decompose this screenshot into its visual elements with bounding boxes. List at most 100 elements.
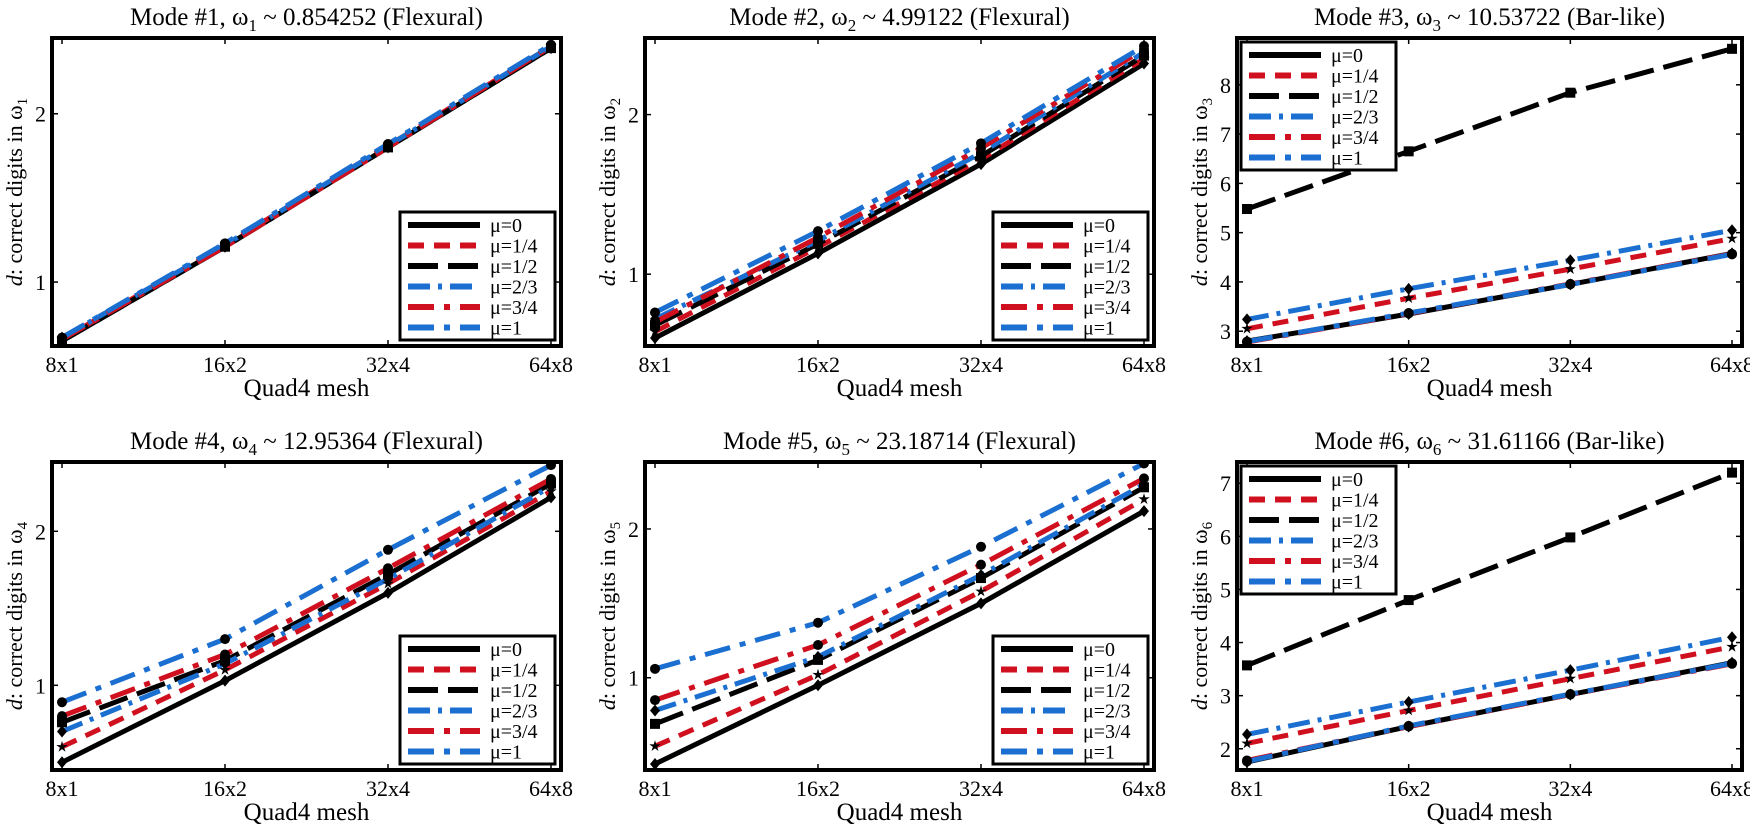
title-text: Mode #6, ω <box>1314 428 1433 455</box>
chart-title: Mode #3, ω3 ~ 10.53722 (Bar-like) <box>1314 4 1665 35</box>
data-point <box>57 332 67 343</box>
chart-title: Mode #1, ω1 ~ 0.854252 (Flexural) <box>130 4 483 35</box>
y-label-text: : correct digits in ω <box>1187 105 1212 275</box>
data-point <box>650 663 660 674</box>
title-text: ~ 23.18714 (Flexural) <box>850 428 1076 455</box>
y-tick-label: 5 <box>1220 221 1231 246</box>
title-text: ~ 31.61166 (Bar-like) <box>1441 428 1664 455</box>
x-tick-label: 16x2 <box>203 776 247 801</box>
x-axis-label: Quad4 mesh <box>837 799 963 826</box>
legend: μ=0μ=1/4μ=1/2μ=2/3μ=3/4μ=1 <box>398 210 557 342</box>
data-point <box>220 634 230 645</box>
data-point <box>383 586 393 599</box>
data-point <box>1727 658 1737 669</box>
series-line <box>653 497 1146 749</box>
legend-label: μ=3/4 <box>1331 127 1379 149</box>
x-axis-label: Quad4 mesh <box>244 799 370 826</box>
series-line <box>61 484 553 734</box>
legend-label: μ=1 <box>1083 742 1115 764</box>
y-tick-label: 2 <box>1220 737 1231 762</box>
data-point <box>220 649 230 660</box>
data-point <box>976 569 986 582</box>
y-label-var: d <box>1187 698 1212 710</box>
data-point <box>976 138 986 149</box>
title-text: Mode #4, ω <box>130 428 249 455</box>
y-axis-label: d: correct digits in ω5 <box>595 522 624 710</box>
title-text: ~ 12.95364 (Flexural) <box>257 428 483 455</box>
data-point <box>1727 249 1737 260</box>
x-axis-label: Quad4 mesh <box>837 375 963 402</box>
legend-label: μ=2/3 <box>490 277 538 299</box>
data-point <box>976 559 986 570</box>
title-subscript: 4 <box>249 440 258 459</box>
legend-label: μ=3/4 <box>1331 551 1379 573</box>
y-label-subscript: 3 <box>1200 98 1216 106</box>
x-tick-label: 32x4 <box>1548 352 1592 377</box>
data-point <box>813 650 823 663</box>
y-label-var: d <box>1187 274 1212 286</box>
legend-label: μ=1/4 <box>1331 490 1379 512</box>
legend-box <box>1239 464 1398 596</box>
data-point <box>383 563 393 574</box>
data-point <box>56 740 68 752</box>
data-point <box>546 462 556 471</box>
series-line <box>1246 227 1733 322</box>
data-point <box>383 544 393 555</box>
chart-title: Mode #2, ω2 ~ 4.99122 (Flexural) <box>729 4 1070 35</box>
legend-label: μ=1 <box>1331 148 1363 170</box>
data-point <box>1139 473 1149 484</box>
series-line <box>653 508 1146 767</box>
data-point <box>1726 232 1738 244</box>
legend-label: μ=1 <box>1083 318 1115 340</box>
legend-label: μ=1/4 <box>1083 660 1131 682</box>
title-text: Mode #3, ω <box>1314 4 1433 31</box>
chart-panel-2: Mode #2, ω2 ~ 4.99122 (Flexural) d: corre… <box>595 4 1166 402</box>
x-tick-label: 8x1 <box>46 776 79 801</box>
legend-label: μ=0 <box>490 215 522 237</box>
legend-label: μ=1 <box>490 318 522 340</box>
data-point <box>1138 493 1150 505</box>
title-subscript: 5 <box>842 440 851 459</box>
series-line <box>654 482 1146 713</box>
y-tick-label: 1 <box>628 262 639 287</box>
y-tick-label: 3 <box>1220 684 1231 709</box>
data-point <box>57 711 67 722</box>
data-point <box>546 480 556 493</box>
x-tick-label: 64x8 <box>1122 352 1166 377</box>
data-point <box>813 640 823 651</box>
x-tick-label: 16x2 <box>1387 352 1431 377</box>
title-text: ~ 0.854252 (Flexural) <box>257 4 483 31</box>
x-tick-label: 16x2 <box>796 352 840 377</box>
legend-label: μ=1/4 <box>490 236 538 258</box>
legend-label: μ=3/4 <box>490 721 538 743</box>
data-point <box>220 674 230 687</box>
data-point <box>546 473 556 484</box>
series-line <box>653 53 1146 328</box>
title-text: ~ 10.53722 (Bar-like) <box>1441 4 1665 31</box>
data-point <box>57 725 67 738</box>
x-axis-label: Quad4 mesh <box>1427 799 1553 826</box>
x-tick-label: 32x4 <box>1548 776 1592 801</box>
legend: μ=0μ=1/4μ=1/2μ=2/3μ=3/4μ=1 <box>991 210 1150 342</box>
data-point <box>1403 282 1414 295</box>
data-point <box>57 697 67 708</box>
x-tick-label: 8x1 <box>639 776 672 801</box>
y-axis-label: d: correct digits in ω2 <box>595 98 624 286</box>
data-point <box>57 717 67 728</box>
data-point <box>1242 728 1252 741</box>
legend-label: μ=2/3 <box>490 701 538 723</box>
data-point <box>1241 737 1253 749</box>
y-axis-label: d: correct digits in ω1 <box>2 98 31 286</box>
legend: μ=0μ=1/4μ=1/2μ=2/3μ=3/4μ=1 <box>991 634 1150 766</box>
data-point <box>650 695 660 706</box>
data-point <box>1565 664 1576 677</box>
series-line <box>654 476 1146 703</box>
x-axis-label: Quad4 mesh <box>244 375 370 402</box>
series-group <box>1241 467 1738 769</box>
data-point <box>650 718 660 729</box>
y-label-subscript: 2 <box>608 98 624 106</box>
legend-box <box>991 634 1150 766</box>
y-tick-label: 4 <box>1220 631 1231 656</box>
data-point <box>1242 660 1252 671</box>
